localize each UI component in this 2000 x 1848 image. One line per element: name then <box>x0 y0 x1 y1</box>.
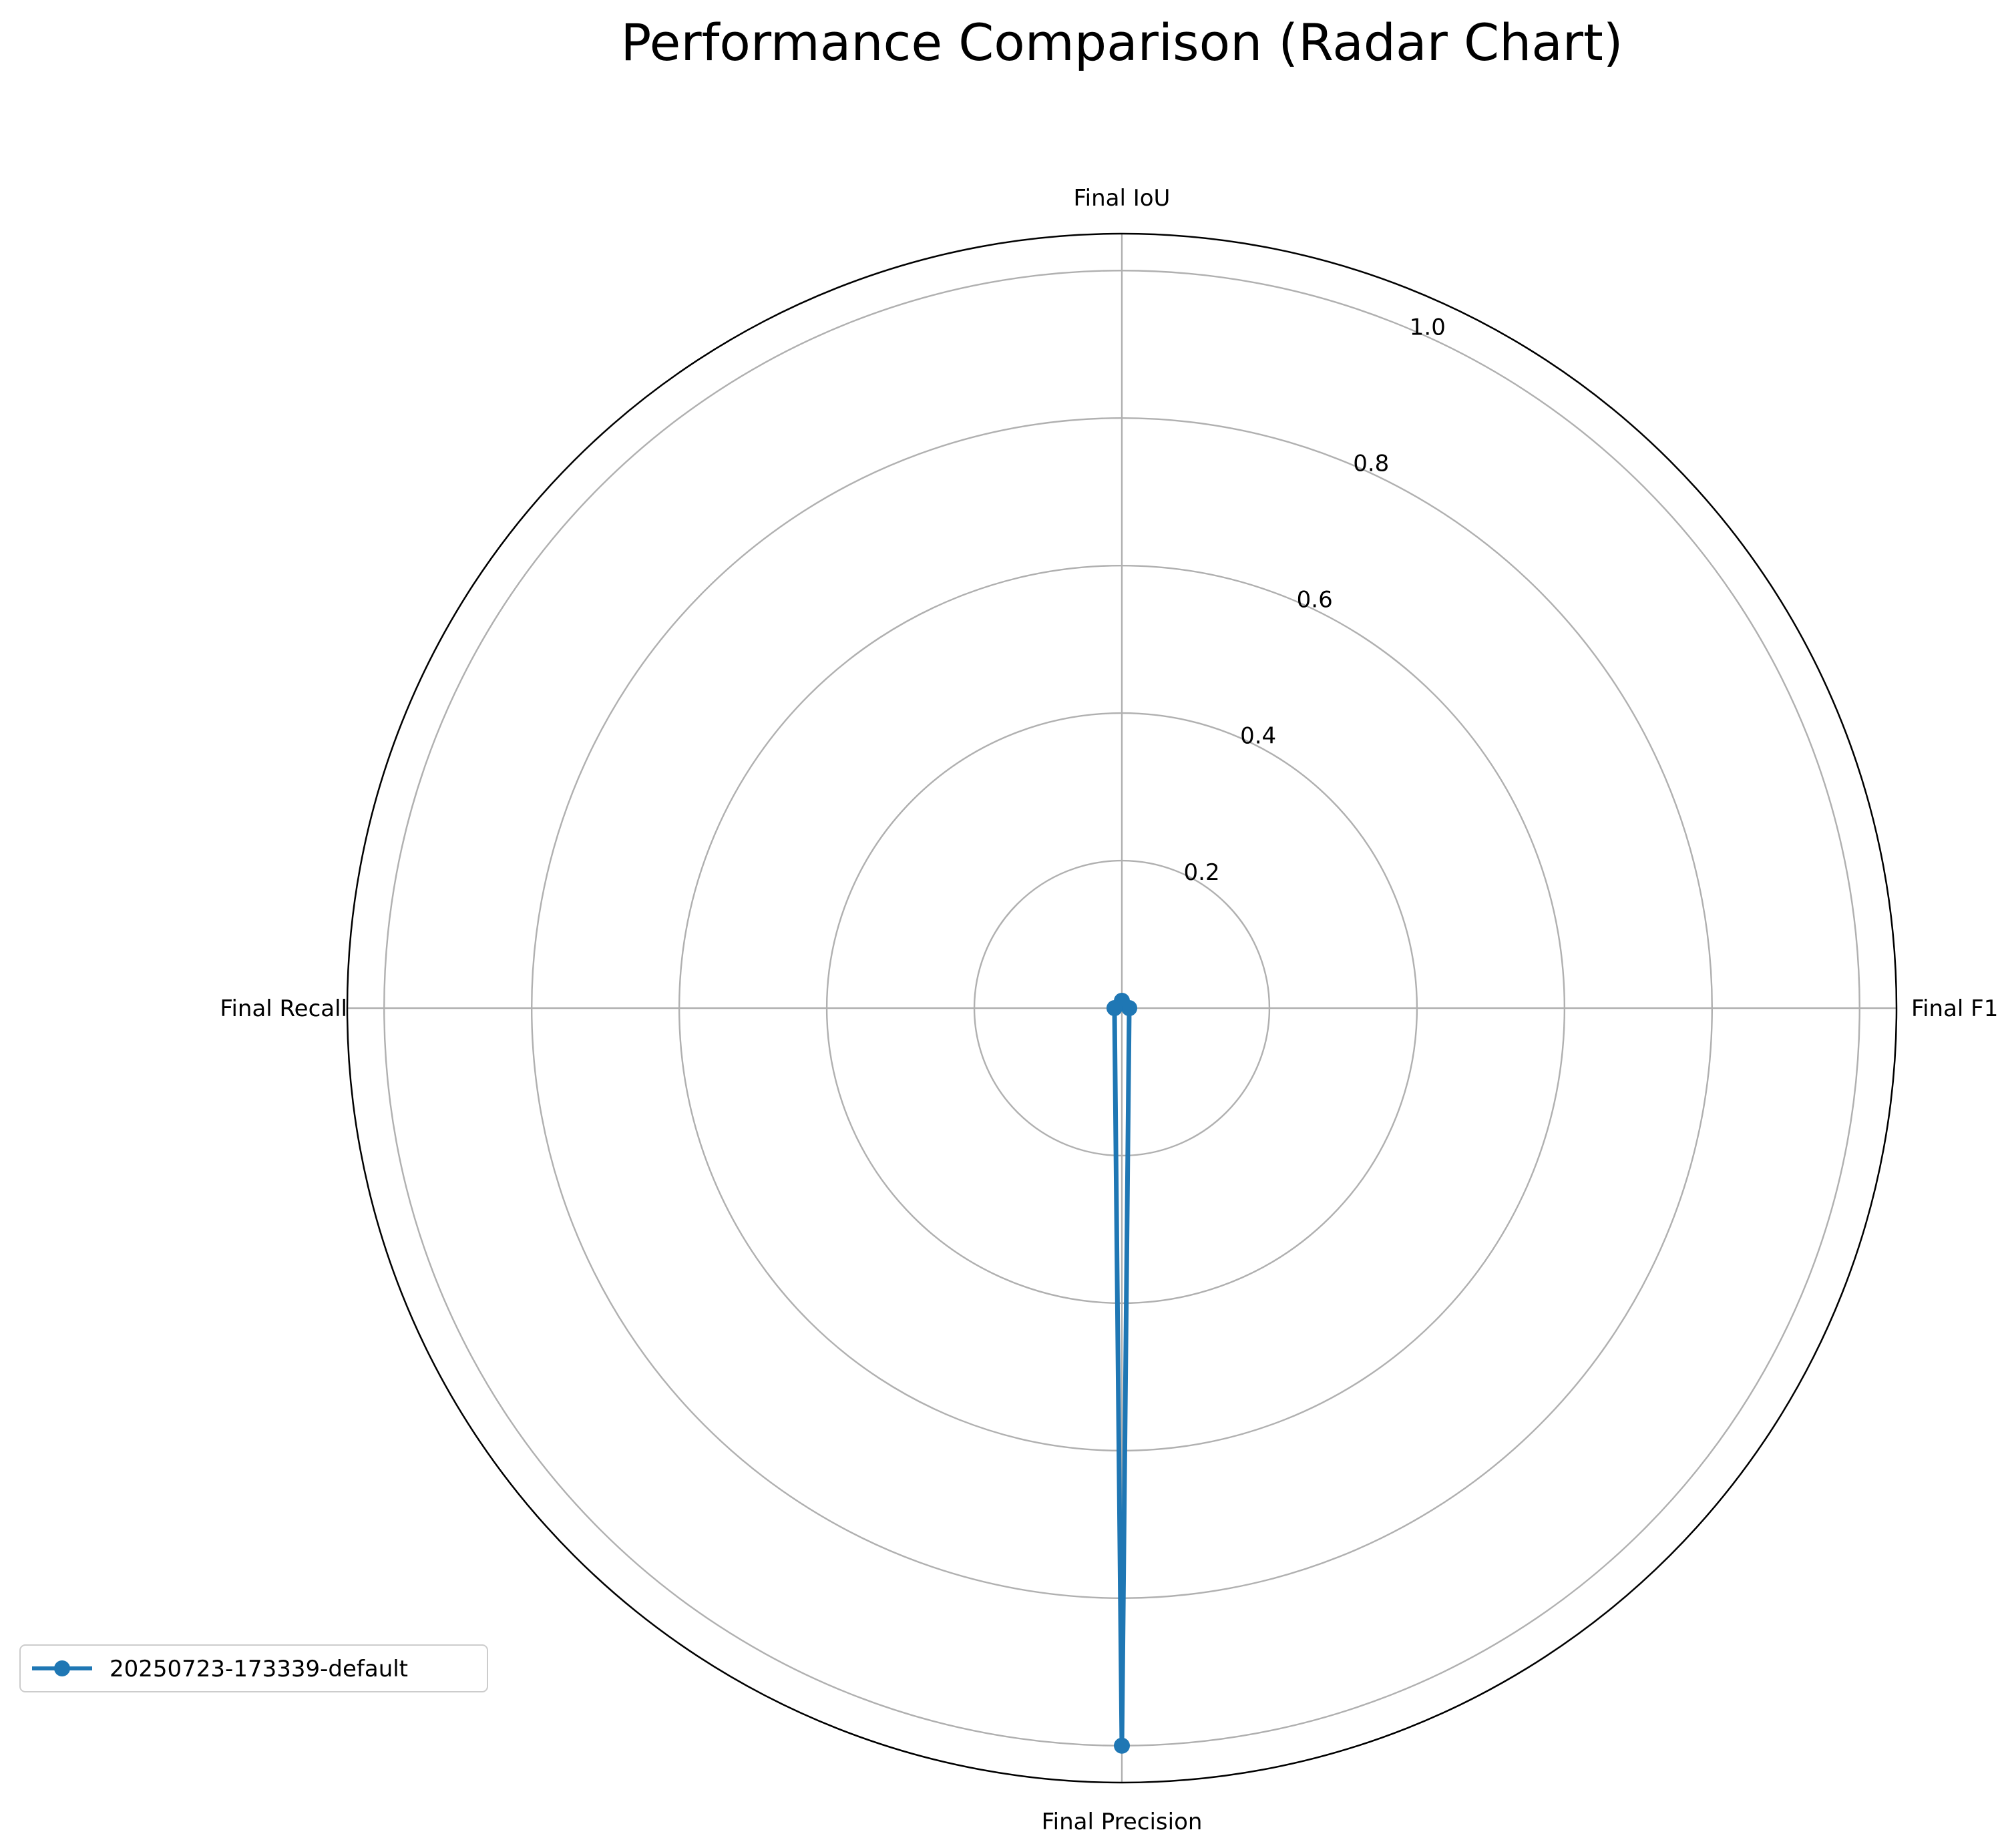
r-tick-label: 0.4 <box>1240 723 1276 750</box>
category-label: Final F1 <box>1911 995 1998 1022</box>
legend-entry-label: 20250723-173339-default <box>110 1656 408 1682</box>
category-label: Final IoU <box>1074 185 1171 212</box>
series-layer <box>1106 992 1138 1754</box>
category-label: Final Recall <box>220 995 347 1022</box>
chart-title: Performance Comparison (Radar Chart) <box>620 13 1623 72</box>
legend: 20250723-173339-default <box>19 1644 488 1692</box>
r-tick-label: 0.2 <box>1184 859 1220 886</box>
data-point <box>1121 1000 1138 1016</box>
data-point <box>1114 1737 1130 1754</box>
radial-tick-labels: 0.2 0.4 0.6 0.8 1.0 <box>1184 314 1446 886</box>
polar-frame <box>346 232 1898 1784</box>
legend-marker-swatch <box>54 1660 70 1676</box>
r-tick-label: 0.8 <box>1353 450 1389 477</box>
r-tick-label: 1.0 <box>1410 314 1446 340</box>
category-labels: Final IoU Final F1 Final Precision Final Re… <box>220 185 1998 1835</box>
category-label: Final Precision <box>1042 1809 1203 1835</box>
r-tick-label: 0.6 <box>1297 587 1333 614</box>
data-point <box>1106 1000 1123 1016</box>
legend-box <box>19 1644 488 1692</box>
